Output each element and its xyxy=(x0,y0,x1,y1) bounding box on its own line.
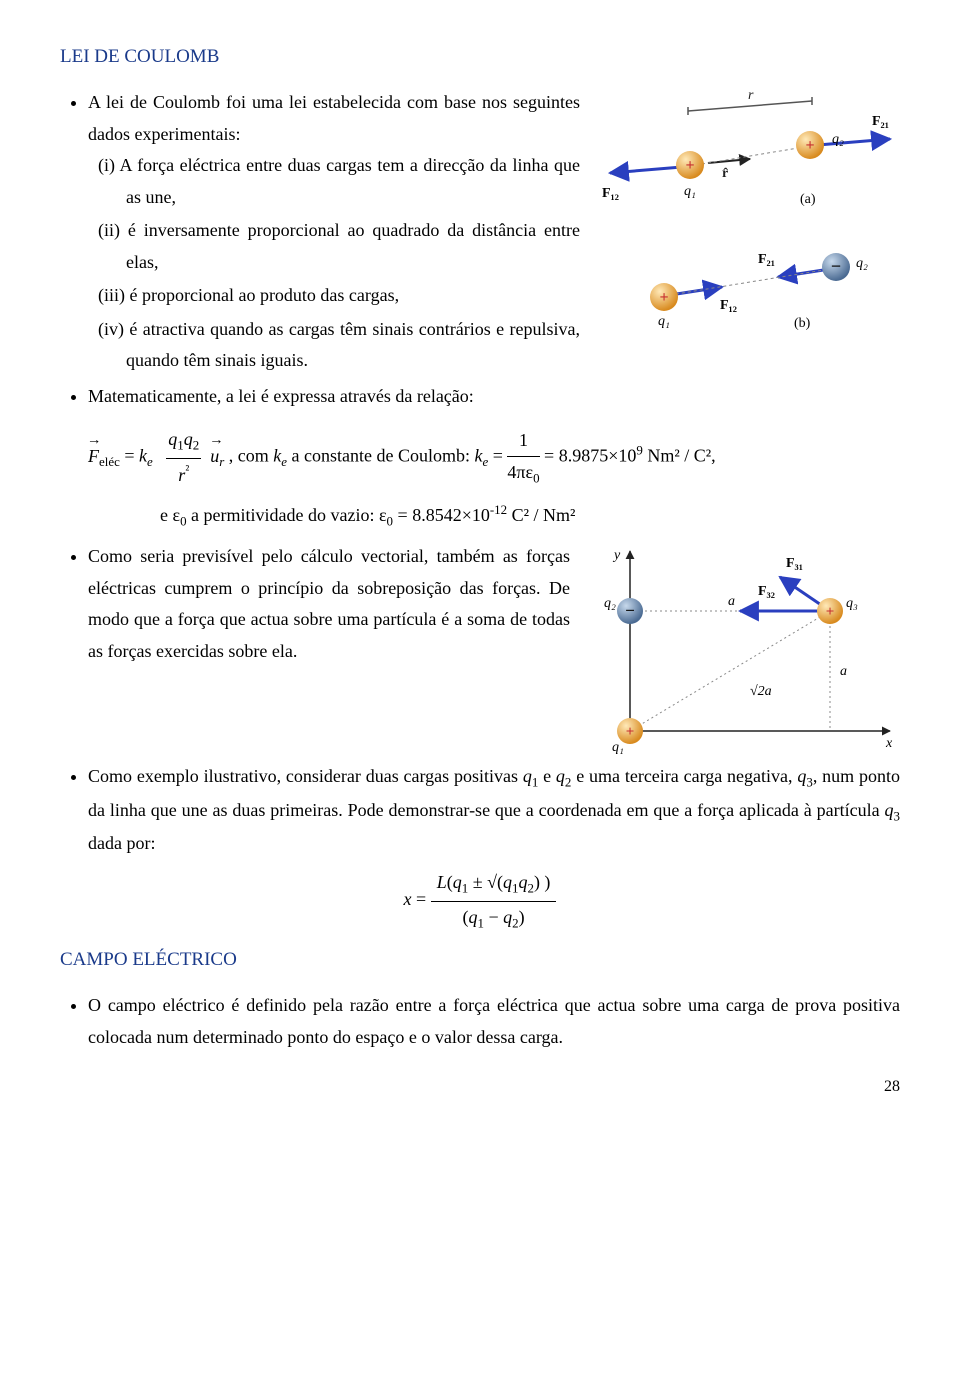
fig-a-r-label: r xyxy=(748,88,754,103)
figure-b: + − q₁ q₂ F₁₂ F₂₁ (b) xyxy=(600,217,900,337)
fig-a-q1: q₁ xyxy=(684,184,696,199)
fig-b-q1: q₁ xyxy=(658,314,670,329)
intro-bullet: A lei de Coulomb foi uma lei estabelecid… xyxy=(88,87,580,377)
minus-icon: − xyxy=(625,601,635,620)
sobreposicao-bullet: Como seria previsível pelo cálculo vecto… xyxy=(88,541,570,667)
plus-icon: + xyxy=(626,724,635,740)
x-formula: x = L(q1 ± √(q1q2) ) (q1 − q2) xyxy=(60,867,900,935)
fig-b-f12: F₁₂ xyxy=(720,298,737,313)
fig-b-f21: F₂₁ xyxy=(758,252,775,267)
fig-a-q2: q₂ xyxy=(832,132,844,147)
fig-c-rt2a: √2a xyxy=(750,684,772,699)
com-ke-pre: , com xyxy=(229,446,274,466)
fig-c-q2: q₂ xyxy=(604,596,616,611)
item-iii: (iii) é proporcional ao produto das carg… xyxy=(98,280,580,312)
plus-icon: + xyxy=(685,157,694,174)
fig-a-rhat-label: r̂ xyxy=(722,166,729,181)
plus-icon: + xyxy=(826,604,835,620)
fig-c-a-right: a xyxy=(840,664,847,679)
figure-a: r r̂ + + q₁ q₂ F₁₂ F₂₁ (a) xyxy=(600,87,900,217)
item-i: (i) A força eléctrica entre duas cargas … xyxy=(98,150,580,213)
com-ke-post: a constante de Coulomb: xyxy=(287,446,474,466)
fig-a-f12: F₁₂ xyxy=(602,186,619,201)
item-ii: (ii) é inversamente proporcional ao quad… xyxy=(98,215,580,278)
exemplo-bullet: Como exemplo ilustrativo, considerar dua… xyxy=(88,761,900,859)
campo-def-bullet: O campo eléctrico é definido pela razão … xyxy=(88,990,900,1053)
fig-c-q1: q₁ xyxy=(612,740,624,755)
mat-relacao-bullet: Matematicamente, a lei é expressa atravé… xyxy=(88,381,580,413)
minus-icon: − xyxy=(831,256,841,276)
fig-b-tag: (b) xyxy=(794,316,811,331)
fig-c-a-top: a xyxy=(728,594,735,609)
item-iv: (iv) é atractiva quando as cargas têm si… xyxy=(98,314,580,377)
fig-a-tag: (a) xyxy=(800,192,816,207)
intro-text: A lei de Coulomb foi uma lei estabelecid… xyxy=(88,92,580,144)
fig-c-f31: F₃₁ xyxy=(786,556,803,571)
section-heading-campo: CAMPO ELÉCTRICO xyxy=(60,943,900,976)
figure-c: x y a a √2a F₃₂ F₃₁ + q₁ − q₂ + q₃ xyxy=(590,541,900,761)
section-heading-lei: LEI DE COULOMB xyxy=(60,40,900,73)
plus-icon: + xyxy=(659,289,668,306)
fig-b-q2: q₂ xyxy=(856,256,868,271)
fig-c-q3: q₃ xyxy=(846,596,858,611)
permitividade-line: e ε0 a permitividade do vazio: ε0 = 8.85… xyxy=(160,499,900,533)
fig-c-y: y xyxy=(612,548,621,563)
fig-c-x: x xyxy=(885,736,893,751)
fig-a-f21: F₂₁ xyxy=(872,114,889,129)
page-number: 28 xyxy=(60,1073,900,1101)
coulomb-formula: Feléc = ke q1q2 r² ur , com ke a constan… xyxy=(88,424,900,491)
plus-icon: + xyxy=(805,137,814,154)
fig-c-f32: F₃₂ xyxy=(758,584,775,599)
